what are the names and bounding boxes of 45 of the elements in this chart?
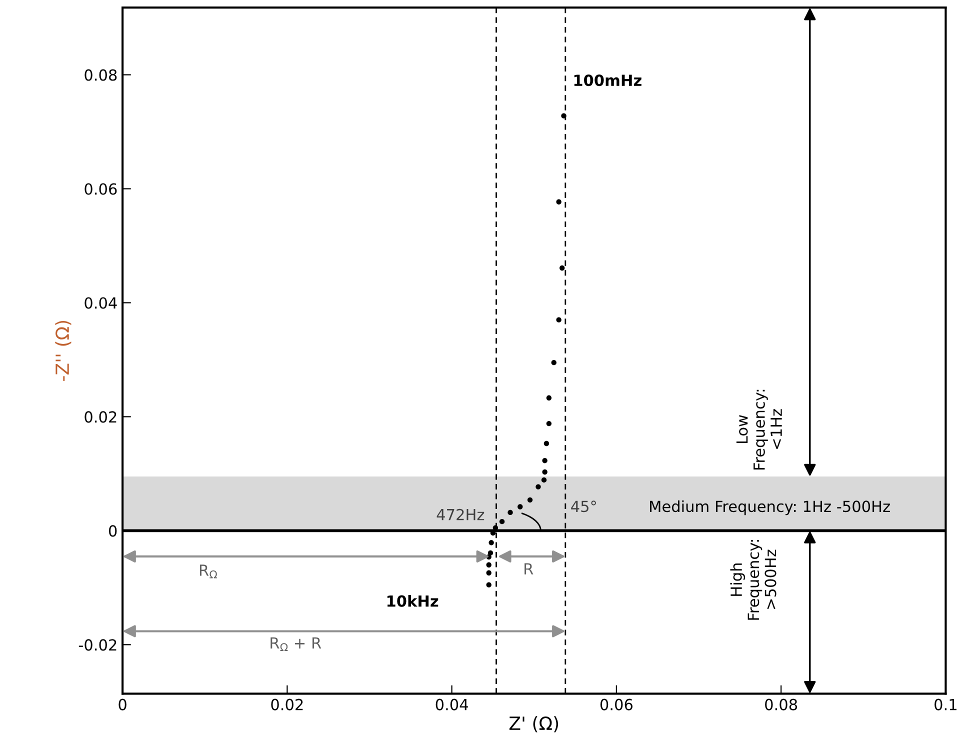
x-tick-label: 0.06 [600,698,632,710]
annotation: R [524,563,534,574]
point [546,395,552,401]
point [556,199,562,204]
y-tick-label: 0 [108,525,117,537]
x-tick-label: 0.1 [934,698,956,710]
y-axis-title: -Z'' (Ω) [55,320,72,381]
y-tick-label: 0.02 [84,411,116,423]
y-tick-label: 0.08 [84,69,117,81]
annotation: High Frequency: >500Hz [730,540,776,620]
point [551,360,556,366]
annotation: Medium Frequency: 1Hz -500Hz [650,500,890,516]
point [556,317,562,322]
x-tick-label: 0.04 [436,698,468,710]
point [527,497,533,503]
annotation: Low Frequency: <1Hz [736,390,782,470]
point [518,504,523,510]
annotation: 45° [571,500,596,512]
y-tick-label: 0.06 [84,183,117,195]
annotation: 100mHz [574,74,642,86]
point [542,458,548,464]
point [486,582,492,588]
point [546,420,552,426]
point [561,113,566,118]
y-tick-label: 0.04 [84,297,117,309]
x-axis-title: Z' (Ω) [509,716,558,732]
point [508,510,513,516]
point [488,540,494,546]
point [541,477,547,483]
point [499,518,505,524]
x-tick-label: 0.02 [271,698,303,710]
annotation: 10kHz [387,595,438,607]
point [488,550,494,556]
annotation: R$_{Ω}$ [200,564,217,578]
x-tick-label: 0.08 [765,698,798,710]
annotation: R$_{Ω}$ + R [270,637,322,651]
y-tick-label: -0.02 [78,639,116,651]
annotation: 472Hz [436,508,484,520]
point [486,570,492,576]
point [560,265,565,271]
point [544,440,550,446]
point [542,469,548,475]
point [536,484,541,490]
x-tick-label: 0 [118,698,126,710]
point [486,562,492,568]
